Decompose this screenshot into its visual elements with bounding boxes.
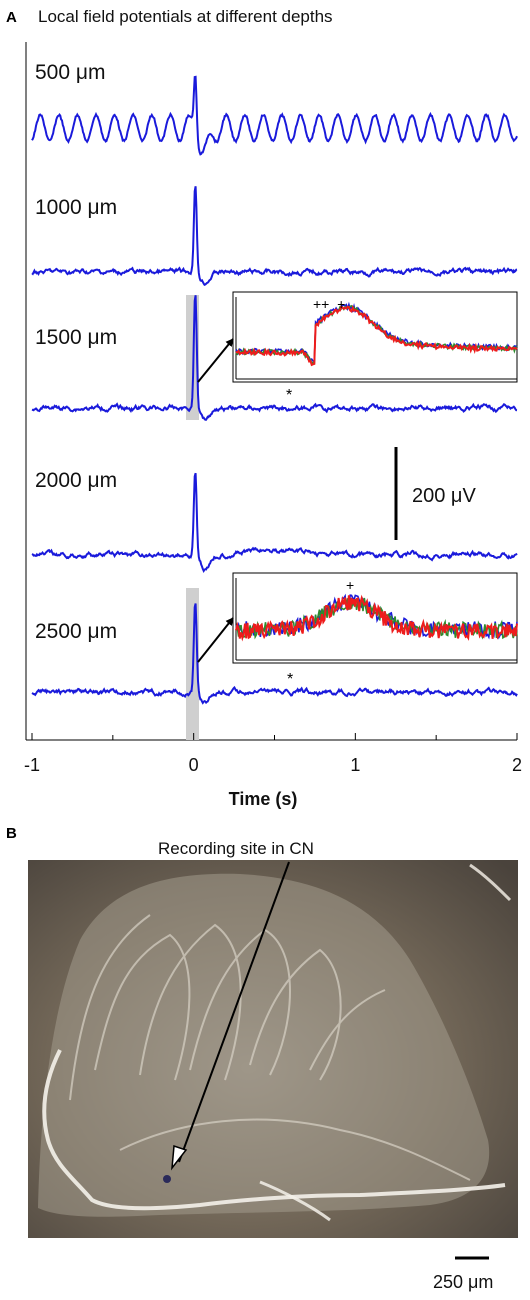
inset-2500-arrow: [197, 617, 234, 663]
recording-site-arrowhead: [171, 1144, 188, 1171]
inset-1500-arrow: [197, 338, 234, 383]
inset-2500-star-mark: *: [287, 671, 293, 688]
x-tick-label-3: 2: [512, 755, 522, 775]
lfp-trace-500um: [31, 75, 518, 156]
inset-1500-star-mark: *: [286, 387, 292, 404]
inset-2500-frame: [232, 572, 518, 664]
panel-a-title: Local field potentials at different dept…: [38, 7, 333, 26]
tissue-edge-highlight: [42, 1049, 506, 1211]
inset-2500-red-trace: [235, 594, 518, 642]
panel-a-letter: A: [6, 9, 17, 26]
panel-b: B Recording site in CN: [6, 825, 518, 1292]
depth-label-1500: 1500 μm: [35, 326, 117, 349]
x-axis-label: Time (s): [229, 789, 298, 809]
inset-1500-frame: [232, 291, 518, 383]
inset-1500-plus-marks: ++ +: [313, 296, 345, 312]
amplitude-scale-label: 200 μV: [412, 485, 476, 507]
lfp-trace-1000um: [31, 186, 518, 287]
inset-1500: ++ + *: [232, 291, 518, 404]
panel-b-letter: B: [6, 825, 17, 842]
depth-label-1000: 1000 μm: [35, 196, 117, 219]
inset-2500: + *: [232, 572, 518, 688]
x-tick-label-0: -1: [24, 755, 40, 775]
inset-2500-plus-mark: +: [346, 577, 354, 593]
recording-site-arrow: [178, 861, 290, 1163]
x-axis-ticks: -1 0 1 2: [24, 733, 522, 775]
x-tick-label-1: 0: [189, 755, 199, 775]
length-scale-label: 250 μm: [433, 1272, 493, 1292]
x-tick-label-2: 1: [350, 755, 360, 775]
depth-label-2000: 2000 μm: [35, 469, 117, 492]
depth-label-2500: 2500 μm: [35, 620, 117, 643]
cerebellum-slice: [38, 873, 490, 1217]
depth-label-500: 500 μm: [35, 61, 105, 84]
lfp-trace-1500um: [31, 295, 518, 421]
brain-slice-photo: [28, 860, 518, 1238]
recording-site-annotation: Recording site in CN: [158, 839, 314, 858]
lfp-trace-2000um: [31, 472, 518, 573]
lfp-trace-2500um: [31, 603, 518, 705]
recording-site-dot: [163, 1175, 171, 1183]
folia-lines: [69, 914, 471, 1181]
panel-a: A Local field potentials at different de…: [6, 7, 522, 809]
inset-1500-red-trace: [235, 304, 518, 367]
